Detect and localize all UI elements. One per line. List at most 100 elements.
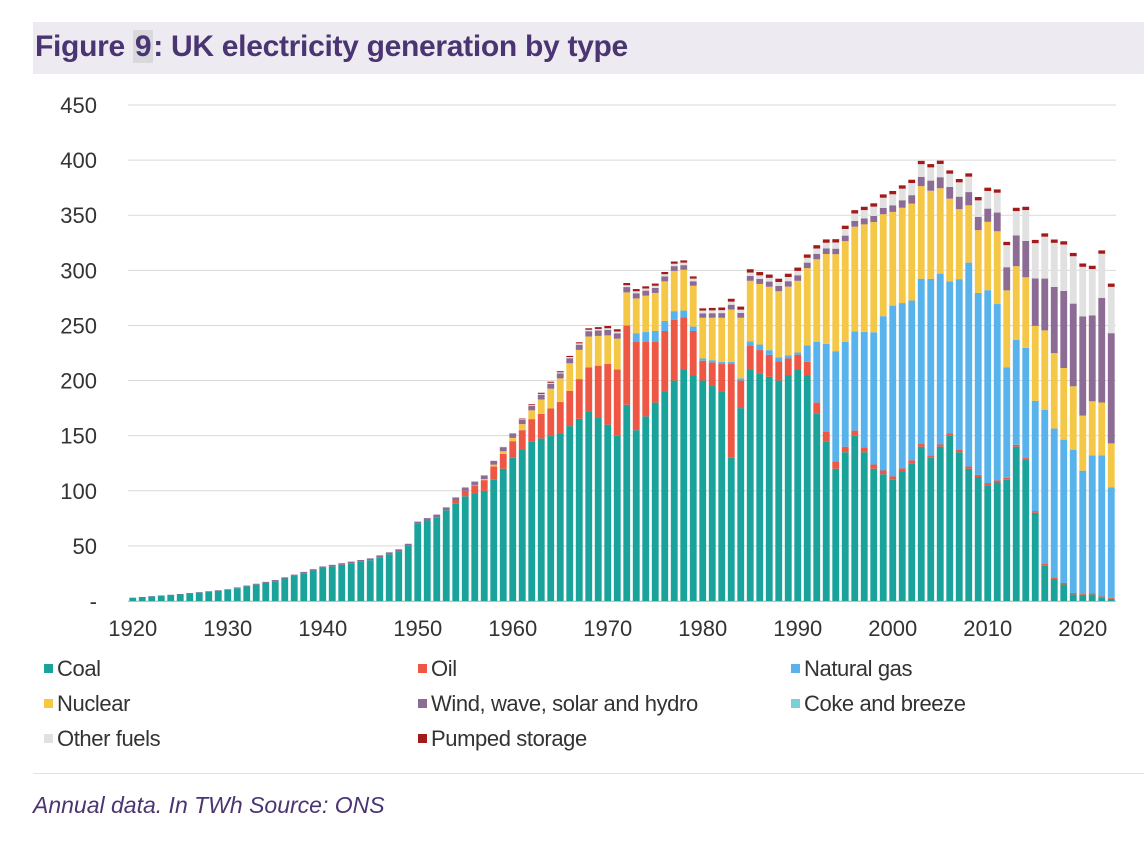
bar-coal [965, 468, 973, 601]
bar-pumped-storage [813, 245, 821, 249]
bar-coal [1022, 459, 1030, 601]
bar-wind-wave-solar-and-hydro [1041, 278, 1049, 331]
bar-nuclear [727, 309, 735, 362]
bar-other-fuels [708, 310, 716, 314]
bar-coal [594, 418, 602, 601]
bar-oil [613, 369, 621, 436]
bar-other-fuels [898, 188, 906, 201]
bar-stacks [129, 160, 1115, 601]
legend-swatch [44, 663, 53, 673]
bar-oil [955, 450, 963, 453]
bar-stack-1991 [803, 254, 811, 601]
bar-stack-2010 [984, 187, 992, 601]
bar-stack-1934 [262, 581, 270, 601]
bar-oil [661, 330, 669, 392]
bar-nuclear [1098, 402, 1106, 456]
bar-wind-wave-solar-and-hydro [585, 331, 593, 337]
bar-stack-1922 [148, 596, 156, 601]
bar-stack-1962 [528, 404, 536, 601]
bar-other-fuels [718, 310, 726, 314]
bar-wind-wave-solar-and-hydro [727, 304, 735, 310]
bar-oil [452, 500, 460, 504]
bar-stack-1970 [604, 326, 612, 601]
bar-other-fuels [670, 263, 678, 267]
x-tick-label: 1920 [108, 616, 157, 641]
legend-label: Coke and breeze [804, 691, 966, 716]
bar-wind-wave-solar-and-hydro [794, 275, 802, 281]
bar-nuclear [803, 268, 811, 346]
bar-natural-gas [699, 358, 707, 361]
bar-coal [974, 477, 982, 601]
bar-coal [699, 380, 707, 601]
bar-nuclear [490, 464, 498, 467]
bar-stack-2017 [1050, 239, 1058, 601]
bar-natural-gas [908, 300, 916, 461]
bar-nuclear [699, 317, 707, 359]
bar-pumped-storage [746, 269, 754, 273]
bar-stack-1976 [661, 271, 669, 601]
bar-oil [585, 367, 593, 412]
legend-label: Wind, wave, solar and hydro [431, 691, 698, 716]
bar-coal [300, 573, 308, 601]
bar-pumped-storage [1022, 206, 1030, 211]
bar-natural-gas [832, 351, 840, 462]
bar-nuclear [889, 211, 897, 306]
bar-coal [708, 386, 716, 601]
bar-other-fuels [889, 194, 897, 206]
bar-stack-1943 [347, 561, 355, 601]
bar-oil [680, 317, 688, 370]
bar-stack-1925 [176, 594, 184, 601]
bar-other-fuels [984, 190, 992, 209]
bar-stack-1944 [357, 560, 365, 601]
bar-stack-1953 [442, 507, 450, 601]
bar-oil [775, 361, 783, 381]
bar-coal [908, 463, 916, 601]
y-tick-label: 50 [73, 534, 97, 559]
bar-nuclear [841, 241, 849, 342]
bar-wind-wave-solar-and-hydro [1050, 286, 1058, 354]
bar-wind-wave-solar-and-hydro [680, 265, 688, 270]
bar-pumped-storage [708, 307, 716, 311]
bar-stack-1972 [623, 283, 631, 601]
legend: Coal Oil Natural gas Nuclear Wind, wave, sol… [44, 656, 1134, 766]
legend-item-wind-wave-solar-and-hydro: Wind, wave, solar and hydro [418, 691, 698, 717]
bar-nuclear [784, 286, 792, 356]
bar-stack-1954 [452, 497, 460, 601]
bar-other-fuels [955, 182, 963, 197]
bar-other-fuels [1079, 266, 1087, 317]
legend-label: Other fuels [57, 726, 161, 751]
bar-pumped-storage [613, 329, 621, 332]
bar-stack-1975 [651, 283, 659, 601]
bar-coal [889, 479, 897, 601]
bar-oil [528, 419, 536, 442]
bar-other-fuels [784, 277, 792, 282]
bar-stack-2006 [946, 170, 954, 601]
bar-nuclear [651, 292, 659, 331]
legend-swatch [418, 698, 427, 708]
bar-natural-gas [661, 321, 669, 331]
bar-oil [974, 474, 982, 477]
bar-natural-gas [841, 341, 849, 447]
bar-coal [186, 593, 194, 601]
bar-coal [148, 596, 156, 601]
bar-coal [1060, 584, 1068, 601]
bar-stack-2004 [927, 164, 935, 601]
bar-other-fuels [965, 176, 973, 193]
bar-pumped-storage [889, 190, 897, 195]
bar-other-fuels [737, 309, 745, 313]
bar-coal [167, 595, 175, 601]
bar-stack-1983 [727, 298, 735, 601]
bar-coal [841, 452, 849, 601]
bar-coal [129, 597, 137, 601]
bar-wind-wave-solar-and-hydro [699, 313, 707, 318]
bar-coal [832, 468, 840, 601]
bar-nuclear [936, 188, 944, 274]
bar-coal [537, 438, 545, 601]
bar-stack-1932 [243, 585, 251, 601]
bar-oil [689, 330, 697, 376]
bar-nuclear [984, 221, 992, 291]
bar-wind-wave-solar-and-hydro [528, 405, 536, 411]
bar-other-fuels [870, 206, 878, 216]
legend-swatch [791, 698, 800, 708]
bar-pumped-storage [1012, 207, 1020, 212]
